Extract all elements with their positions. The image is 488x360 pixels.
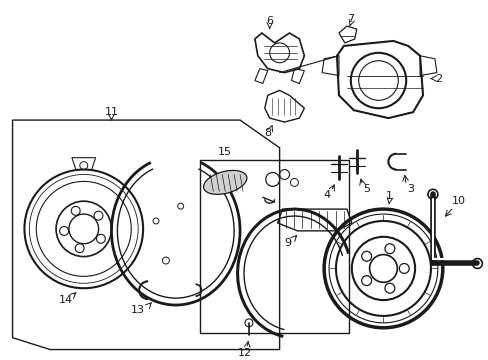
Circle shape (384, 244, 394, 254)
Circle shape (361, 276, 371, 285)
Circle shape (471, 258, 481, 269)
Text: 7: 7 (346, 14, 354, 24)
Text: 8: 8 (264, 128, 271, 138)
Circle shape (60, 226, 68, 235)
Circle shape (94, 211, 102, 220)
Text: 13: 13 (131, 305, 145, 315)
Circle shape (71, 206, 80, 215)
Text: 4: 4 (323, 190, 330, 200)
Text: 6: 6 (265, 16, 273, 26)
Text: 9: 9 (284, 238, 290, 248)
Circle shape (361, 251, 371, 261)
Circle shape (96, 234, 105, 243)
Circle shape (265, 172, 279, 186)
Text: 5: 5 (363, 184, 369, 194)
Text: 2: 2 (434, 73, 442, 84)
Circle shape (75, 244, 84, 253)
Text: 15: 15 (218, 147, 232, 157)
Text: 11: 11 (104, 107, 118, 117)
Bar (200, 159, 348, 333)
Text: 1: 1 (385, 191, 392, 201)
Text: 10: 10 (451, 196, 465, 206)
Text: 14: 14 (59, 295, 73, 305)
Circle shape (399, 264, 408, 273)
Text: 12: 12 (238, 347, 251, 357)
Ellipse shape (203, 170, 246, 194)
Text: 3: 3 (407, 184, 414, 194)
Circle shape (427, 189, 437, 199)
Circle shape (384, 283, 394, 293)
